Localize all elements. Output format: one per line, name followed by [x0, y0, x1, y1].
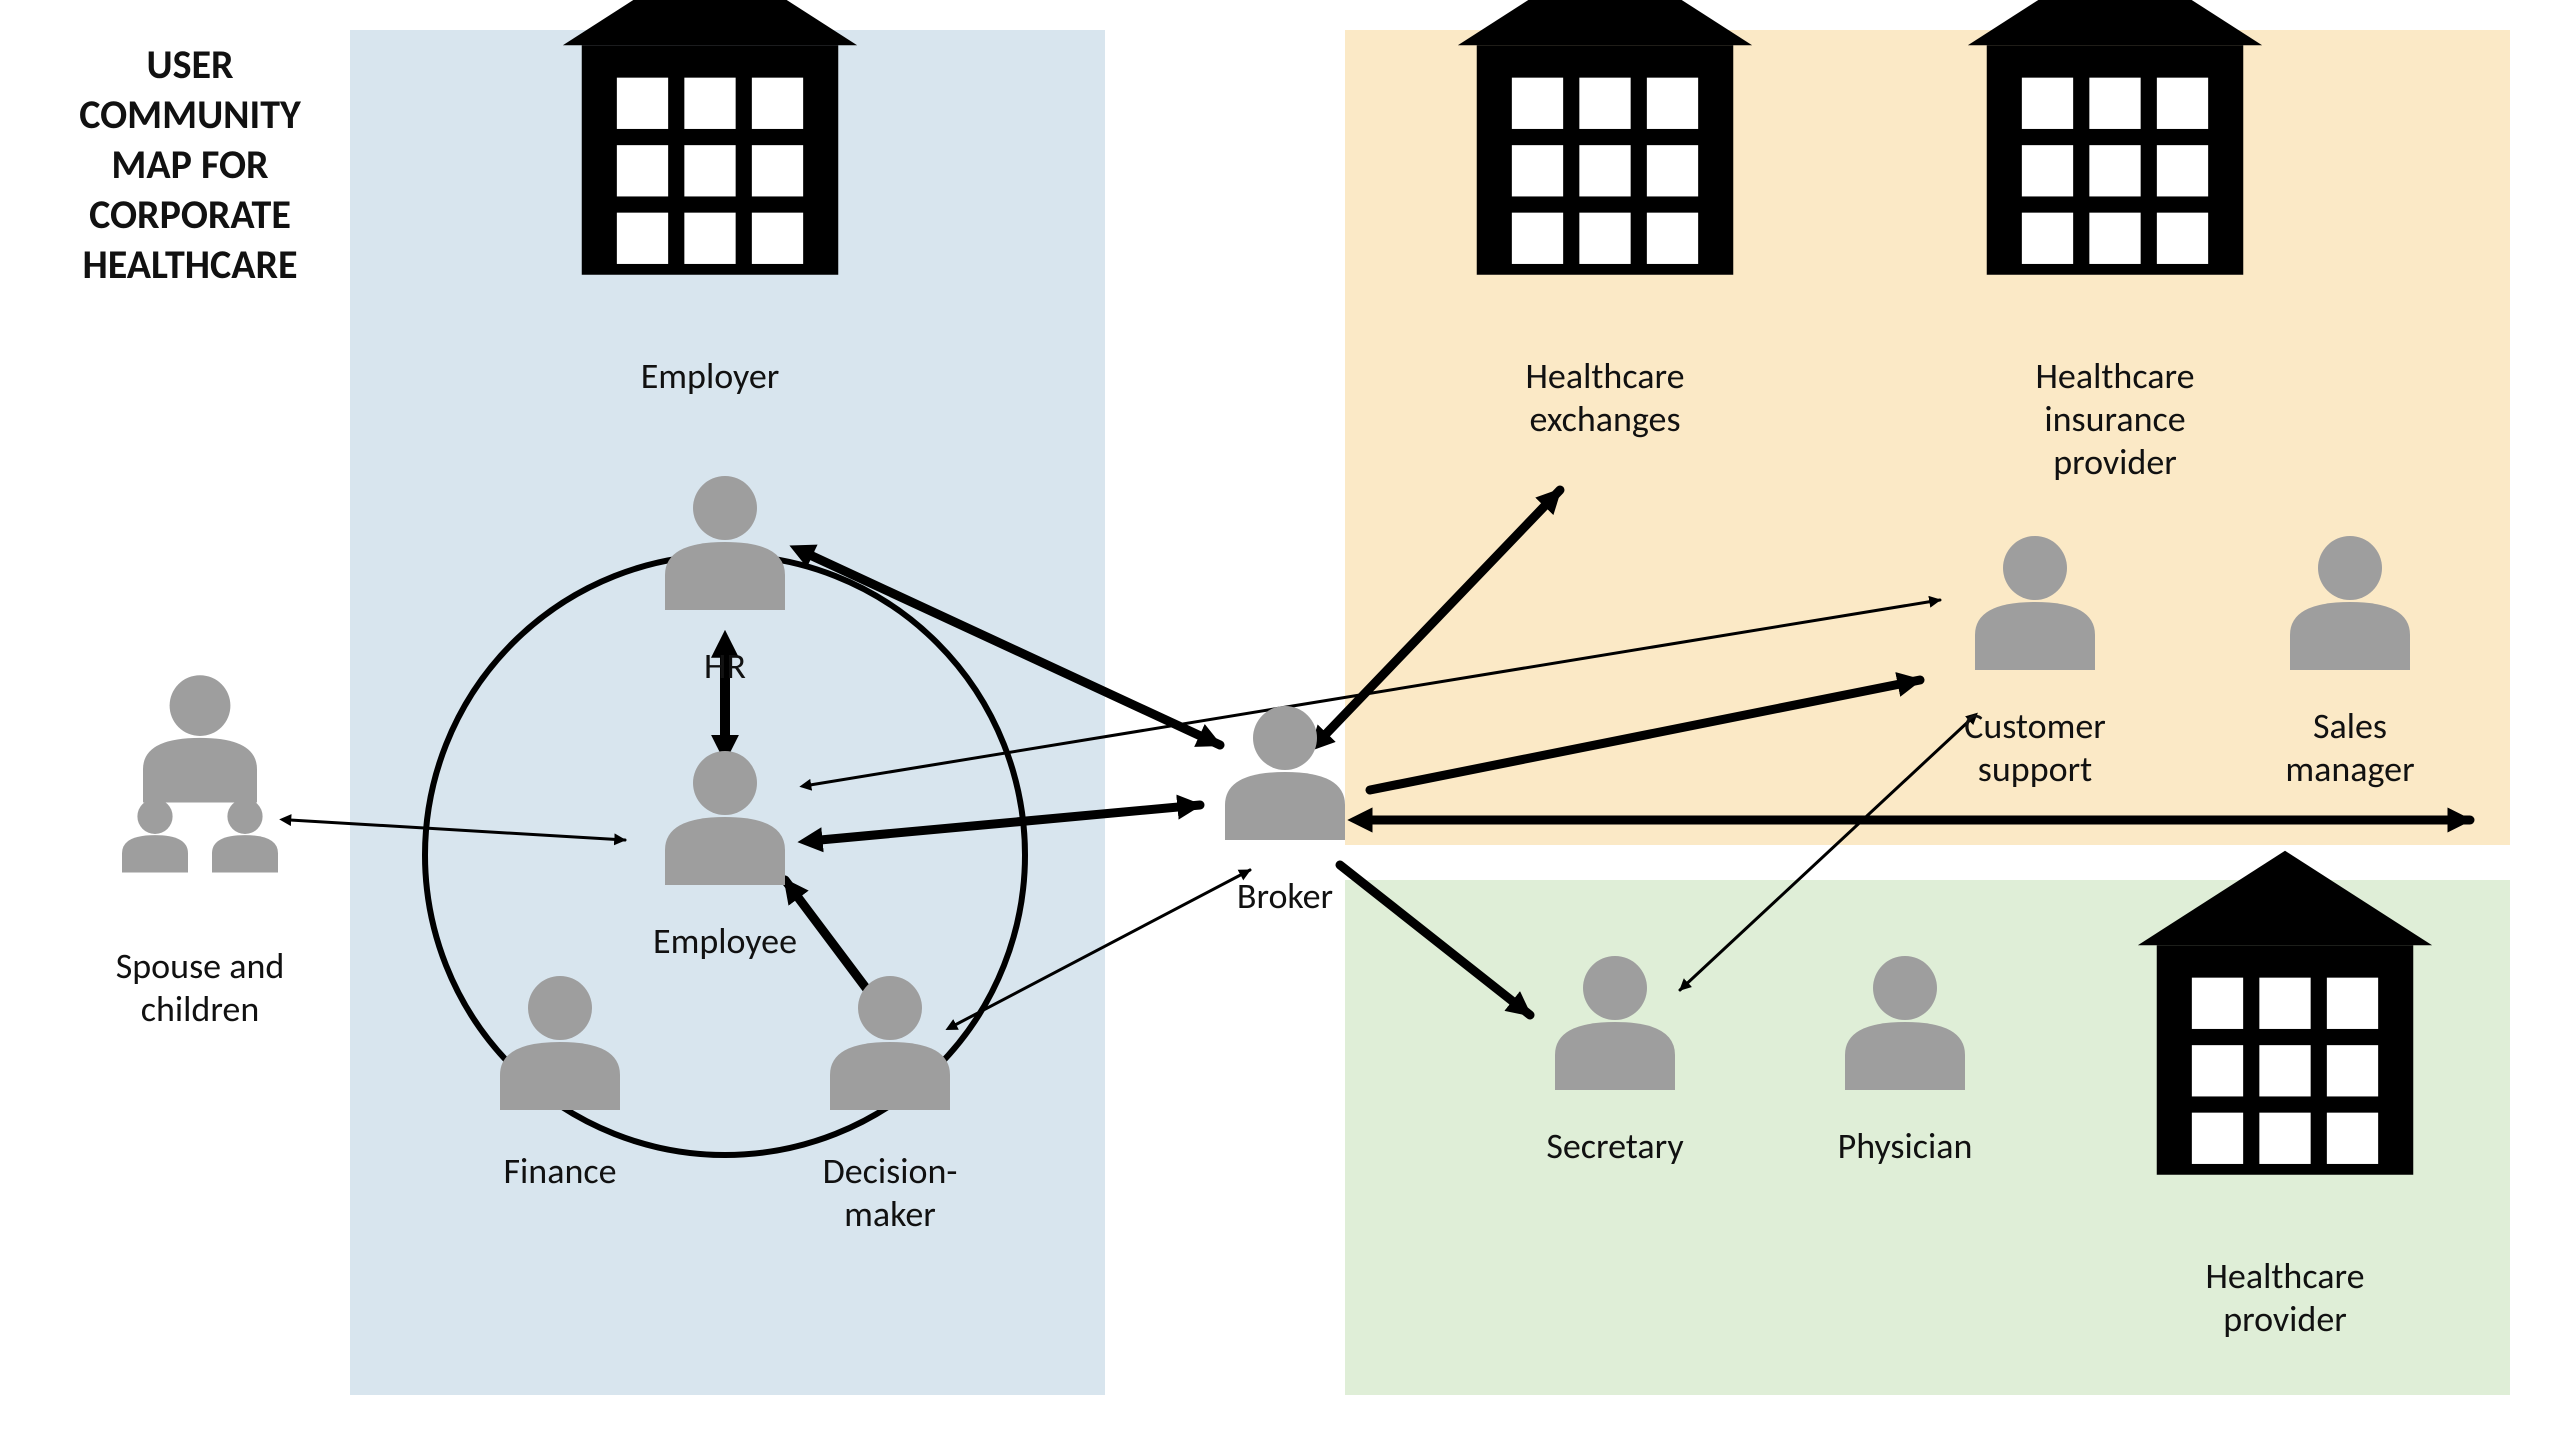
- label-finance: Finance: [400, 1150, 720, 1193]
- label-decision: Decision- maker: [730, 1150, 1050, 1236]
- label-sales: Sales manager: [2190, 705, 2510, 791]
- page-title: USER COMMUNITY MAP FOR CORPORATE HEALTHC…: [45, 40, 335, 290]
- label-employer: Employer: [550, 355, 870, 398]
- label-hprovider: Healthcare provider: [2125, 1255, 2445, 1341]
- node-broker: [1225, 706, 1345, 840]
- label-exchanges: Healthcare exchanges: [1445, 355, 1765, 441]
- label-support: Customer support: [1875, 705, 2195, 791]
- label-insurer: Healthcare insurance provider: [1955, 355, 2275, 485]
- label-physician: Physician: [1745, 1125, 2065, 1168]
- label-employee: Employee: [565, 920, 885, 963]
- label-hr: HR: [565, 645, 885, 688]
- label-spouse: Spouse and children: [40, 945, 360, 1031]
- diagram-canvas: USER COMMUNITY MAP FOR CORPORATE HEALTHC…: [0, 0, 2550, 1440]
- node-spouse: [122, 675, 278, 872]
- label-broker: Broker: [1125, 875, 1445, 918]
- label-secretary: Secretary: [1455, 1125, 1775, 1168]
